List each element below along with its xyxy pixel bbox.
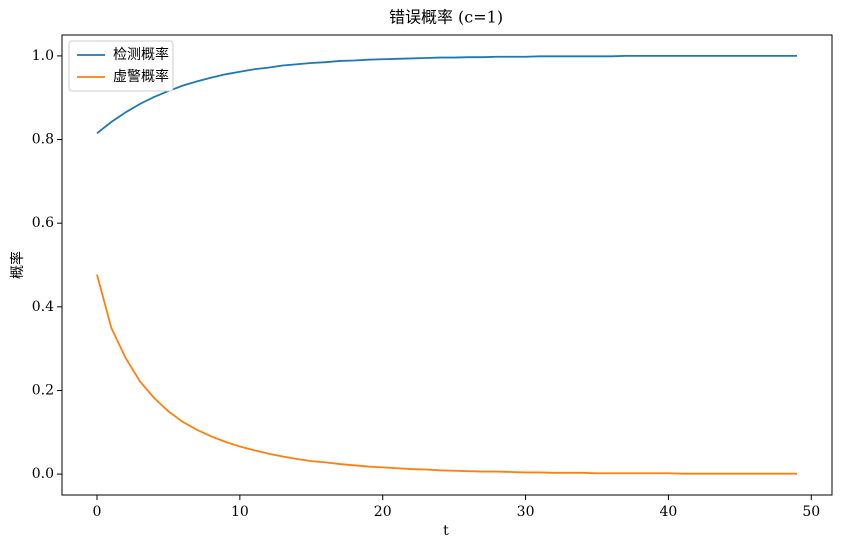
x-tick-label: 30: [517, 504, 535, 520]
line-series: [96, 55, 797, 134]
y-tick-label: 0.0: [32, 466, 54, 482]
y-tick-label: 0.6: [32, 215, 54, 231]
legend-label: 检测概率: [113, 46, 169, 63]
legend-label: 虚警概率: [113, 68, 169, 85]
x-tick-label: 50: [802, 504, 820, 520]
x-tick-label: 20: [374, 504, 392, 520]
y-axis-label: 概率: [9, 251, 26, 279]
x-tick-label: 10: [231, 504, 249, 520]
x-axis-label: t: [443, 523, 449, 539]
y-tick-label: 0.4: [32, 299, 54, 315]
legend-box: [68, 40, 174, 92]
line-series: [96, 274, 797, 475]
x-tick-label: 40: [660, 504, 678, 520]
y-tick-label: 0.2: [32, 382, 54, 398]
x-tick-label: 0: [93, 504, 102, 520]
y-tick-label: 1.0: [32, 48, 54, 64]
plot-frame: [61, 34, 833, 496]
y-tick-label: 0.8: [32, 132, 54, 148]
chart-title: 错误概率 (c=1): [389, 8, 503, 27]
